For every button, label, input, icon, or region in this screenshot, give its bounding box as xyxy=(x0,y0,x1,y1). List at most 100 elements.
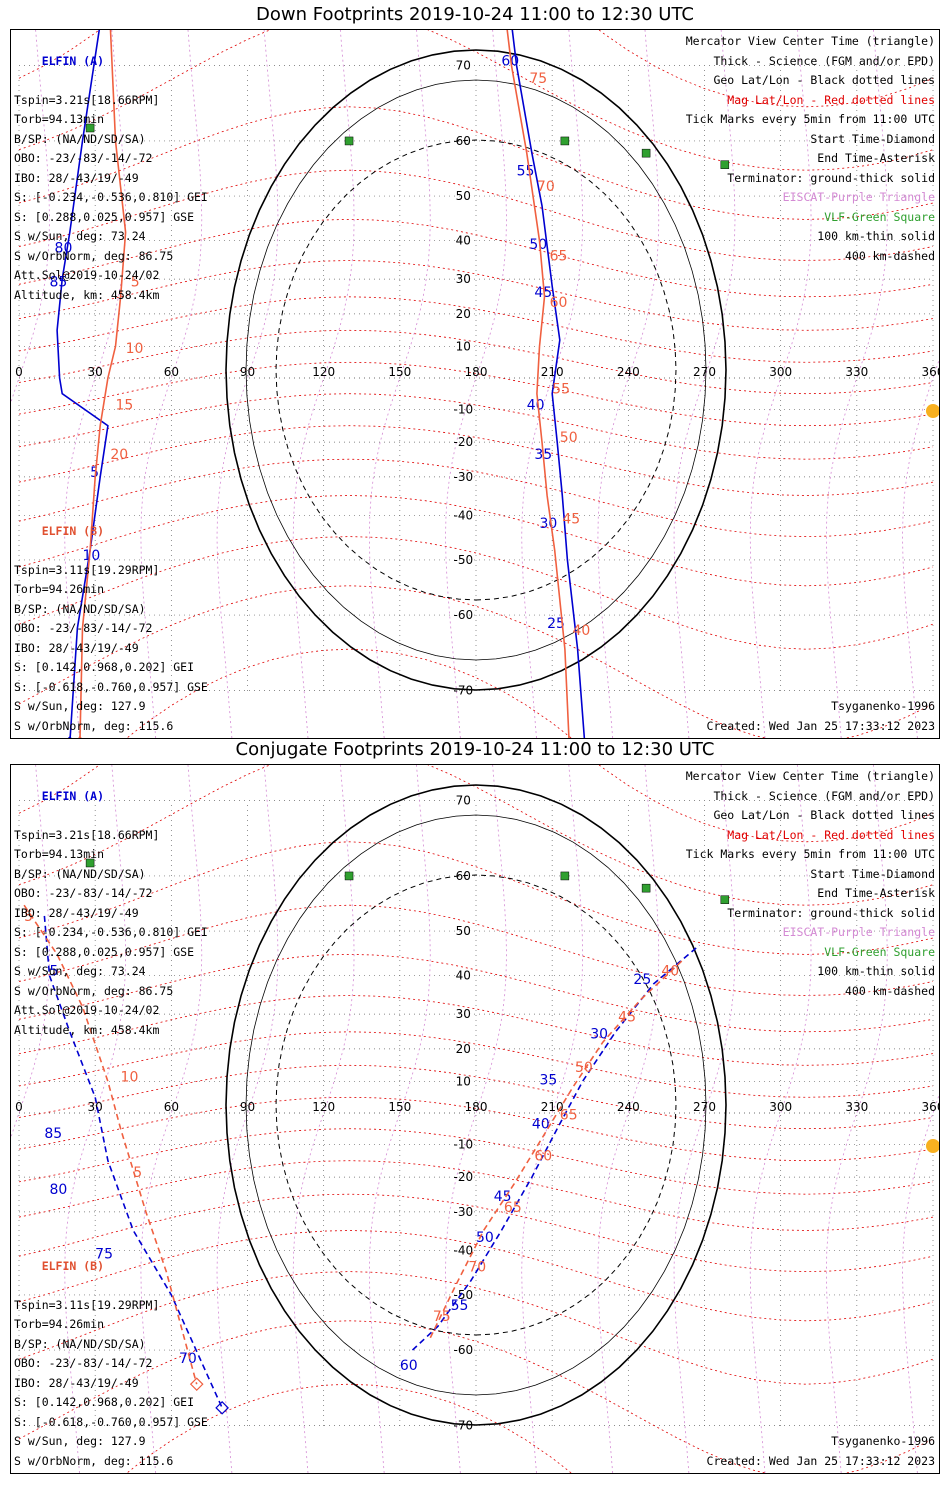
mag-meridian xyxy=(216,765,279,1473)
legend-item: Thick - Science (FGM and/or EPD) xyxy=(713,53,935,68)
mag-parallel xyxy=(18,1271,934,1385)
x-tick-label: 150 xyxy=(388,1100,411,1114)
y-tick-label: -60 xyxy=(454,608,474,622)
elfin-b-info: ELFIN (B) Tspin=3.11s[19.29RPM] Torb=94.2… xyxy=(14,502,208,739)
track-tick-label: 70 xyxy=(468,1260,486,1276)
track-tick-label: 60 xyxy=(400,1358,418,1374)
mag-meridian xyxy=(64,765,127,1473)
mag-parallel xyxy=(18,1031,934,1098)
legend-item: Mercator View Center Time (triangle) xyxy=(685,34,935,48)
mag-meridian xyxy=(825,765,888,1473)
legend-item: Mercator View Center Time (triangle) xyxy=(685,769,935,783)
x-tick-label: 210 xyxy=(541,365,564,379)
mag-meridian xyxy=(825,30,888,738)
model-label: Tsyganenko-1996 xyxy=(831,699,935,713)
y-tick-label: -50 xyxy=(454,1288,474,1302)
legend-item: Mag Lat/Lon - Red dotted lines xyxy=(727,827,935,842)
track-tick-label: 60 xyxy=(550,295,568,311)
elfin-a-line: Torb=94.13min xyxy=(14,847,105,861)
mag-parallel xyxy=(18,425,934,496)
mag-meridian xyxy=(597,765,660,1473)
elfin-a-line: IBO: 28/-43/19/-49 xyxy=(14,170,139,185)
terminator-100km xyxy=(245,79,707,661)
track-tick-label: 75 xyxy=(95,1247,113,1263)
vlf-station xyxy=(560,871,570,881)
x-tick-label: 30 xyxy=(88,365,103,379)
x-tick-label: 180 xyxy=(465,365,488,379)
terminator xyxy=(225,49,727,691)
mag-parallel xyxy=(18,106,934,220)
track-tick-label: 25 xyxy=(547,616,565,632)
elfin-a-line: OBO: -23/-83/-14/-72 xyxy=(14,886,153,900)
elfin-a-line: Att.Sol@2019-10-24/02 xyxy=(14,268,160,282)
track-tick-label: 40 xyxy=(532,1117,550,1133)
elfin-a-line: S w/Sun, deg: 73.24 xyxy=(14,229,146,243)
track-a xyxy=(43,915,223,1409)
elfin-a-line: Att.Sol@2019-10-24/02 xyxy=(14,1003,160,1017)
track-tick-label: 10 xyxy=(126,341,144,357)
x-tick-label: 330 xyxy=(845,365,868,379)
created-label: Created: Wed Jan 25 17:33:12 2023 xyxy=(706,1453,935,1468)
elfin-a-line: S: [-0.234,-0.536,0.810] GEI xyxy=(14,190,208,204)
track-tick-label: 25 xyxy=(633,972,651,988)
track-b xyxy=(79,30,127,738)
elfin-b-line: OBO: -23/-83/-14/-72 xyxy=(14,621,153,635)
elfin-a-line: S: [0.288,0.025,0.957] GSE xyxy=(14,944,195,959)
y-tick-label: 50 xyxy=(456,924,471,938)
elfin-a-line: Tspin=3.21s[18.66RPM] xyxy=(14,827,160,842)
track-a xyxy=(511,30,586,738)
mag-parallel xyxy=(18,260,934,331)
model-label: Tsyganenko-1996 xyxy=(831,1434,935,1448)
x-tick-label: 90 xyxy=(240,365,255,379)
track-tick-label: 45 xyxy=(618,1009,636,1025)
track-b xyxy=(429,958,685,1339)
track-tick-label: 65 xyxy=(560,1107,578,1123)
y-tick-label: 30 xyxy=(456,272,471,286)
legend-item: Thick - Science (FGM and/or EPD) xyxy=(713,788,935,803)
track-tick-label: 15 xyxy=(115,398,133,414)
y-tick-label: -60 xyxy=(454,1343,474,1357)
elfin-a-line: S w/Sun, deg: 73.24 xyxy=(14,964,146,978)
elfin-b-line: S w/Sun, deg: 127.9 xyxy=(14,1434,146,1448)
elfin-b-line: IBO: 28/-43/19/-49 xyxy=(14,640,139,655)
y-tick-label: -10 xyxy=(454,403,474,417)
mag-parallel xyxy=(18,536,934,650)
terminator-400km xyxy=(275,874,677,1336)
track-tick-label: 55 xyxy=(451,1298,469,1314)
track-tick-label: 45 xyxy=(534,285,552,301)
mag-meridian xyxy=(749,765,812,1473)
map-down: 0 30 60 90 120 150 180 210 240 270 300 330 360 70 60 50… xyxy=(11,30,939,738)
mag-parallel xyxy=(18,30,934,108)
x-tick-label: 330 xyxy=(845,1100,868,1114)
track-tick-label: 85 xyxy=(49,274,67,290)
track-tick-label: 5 xyxy=(24,909,33,925)
mag-meridian xyxy=(368,30,431,738)
mag-meridian xyxy=(292,765,355,1473)
y-tick-label: -40 xyxy=(454,508,474,522)
legend-item: VLF-Green Square xyxy=(824,209,935,224)
map-conjugate: 0306090120150180210240270300330360706050… xyxy=(11,765,939,1473)
elfin-b-line: OBO: -23/-83/-14/-72 xyxy=(14,1356,153,1370)
start-diamond-icon xyxy=(215,1400,229,1415)
y-tick-label: -30 xyxy=(454,470,474,484)
track-tick-label: 40 xyxy=(572,623,590,639)
track-tick-label: 85 xyxy=(44,1126,62,1142)
x-tick-label: 0 xyxy=(15,1100,23,1114)
terminator-400km xyxy=(275,139,677,601)
elfin-b-line: IBO: 28/-43/19/-49 xyxy=(14,1375,139,1390)
y-tick-label: 50 xyxy=(456,189,471,203)
x-tick-label: 180 xyxy=(465,1100,488,1114)
legend-item: EISCAT-Purple Triangle xyxy=(782,190,935,204)
legend-item: EISCAT-Purple Triangle xyxy=(782,925,935,939)
legend-item: End Time-Asterisk xyxy=(817,151,935,165)
elfin-b-lines: Tspin=3.11s[19.29RPM] Torb=94.26min B/SP: … xyxy=(14,561,208,739)
mag-parallel xyxy=(18,361,934,427)
elfin-b-line: Torb=94.26min xyxy=(14,1317,105,1331)
track-tick-label: 55 xyxy=(517,164,535,180)
vlf-station xyxy=(85,858,95,868)
elfin-b-line: S: [-0.618,-0.760,0.957] GSE xyxy=(14,679,208,694)
mag-meridian xyxy=(445,30,507,738)
x-tick-label: 120 xyxy=(312,1100,335,1114)
track-b xyxy=(23,904,198,1385)
elfin-b-label: ELFIN (B) xyxy=(41,523,105,538)
